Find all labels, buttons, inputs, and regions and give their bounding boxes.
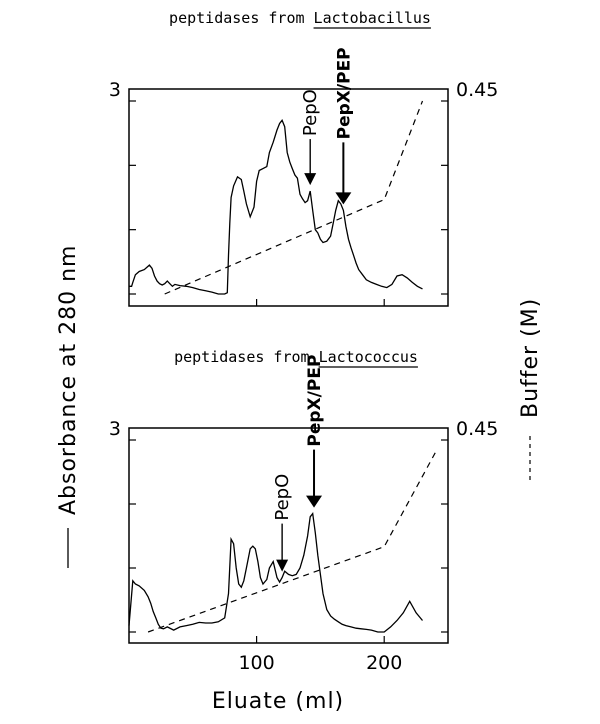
annotation-pepx-pep: PepX/PEP [305,355,325,508]
x-tick-label: 200 [366,652,402,674]
lactococcus-absorbance-trace [128,511,423,633]
lactobacillus-panel: peptidases from Lactobacillus 3 0.45 Pep… [109,9,498,307]
annotation-pepx-pep: PepX/PEP [334,47,354,205]
x-tick-label: 100 [238,652,274,674]
lactococcus-buffer-gradient [147,452,436,633]
annotation-label: PepX/PEP [305,355,325,447]
lactococcus-tick-marks [129,439,448,643]
annotation-arrowhead [335,192,352,205]
annotation-arrowhead [276,559,289,572]
lactobacillus-buffer-gradient [164,100,424,295]
lactobacillus-annotations: PepO PepX/PEP [300,47,354,205]
lactococcus-organism-name: Lactococcus [319,348,418,366]
annotation-label: PepX/PEP [334,47,354,139]
lactobacillus-organism-name: Lactobacillus [314,9,431,27]
lactobacillus-tick-marks [129,100,448,306]
lactobacillus-left-top-tick-label: 3 [109,79,121,101]
lactococcus-left-top-tick-label: 3 [109,418,121,440]
x-axis-title: Eluate (ml) [212,689,344,714]
annotation-arrowhead [304,173,317,186]
annotation-pepo: PepO [300,89,321,186]
annotation-arrowhead [306,495,323,508]
lactococcus-annotations: PepO PepX/PEP [272,355,325,572]
annotation-label: PepO [300,89,321,136]
right-axis-title: Buffer (M) [518,298,543,418]
right-axis-title-group: Buffer (M) [518,298,543,480]
lactococcus-panel-title: peptidases from Lactococcus [174,348,418,366]
lactococcus-panel: peptidases from Lactococcus 3 0.45 100 20… [109,348,498,674]
annotation-label: PepO [272,474,293,521]
lactococcus-x-tick-labels: 100 200 [238,652,402,674]
lactobacillus-plot-frame [128,88,449,307]
lactobacillus-panel-title: peptidases from Lactobacillus [169,9,431,27]
lactobacillus-right-top-tick-label: 0.45 [456,79,498,101]
lactobacillus-absorbance-trace [129,119,423,295]
lactococcus-plot-frame [128,427,449,644]
left-axis-title-group: Absorbance at 280 nm [56,245,81,568]
left-axis-title: Absorbance at 280 nm [56,245,81,515]
annotation-pepo: PepO [272,474,293,572]
lactococcus-right-top-tick-label: 0.45 [456,418,498,440]
